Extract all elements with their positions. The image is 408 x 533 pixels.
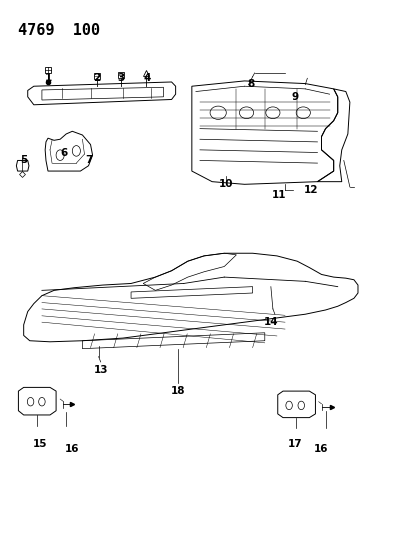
Text: 14: 14	[264, 317, 278, 327]
Text: 11: 11	[272, 190, 286, 200]
Text: 4: 4	[144, 73, 151, 83]
Text: 6: 6	[60, 148, 68, 158]
Text: 9: 9	[292, 92, 299, 102]
Text: 2: 2	[93, 73, 100, 83]
Text: 15: 15	[33, 439, 47, 449]
Text: 10: 10	[219, 179, 233, 189]
Text: 16: 16	[65, 445, 80, 455]
Text: 12: 12	[304, 184, 319, 195]
Text: 1: 1	[44, 73, 52, 83]
Text: 17: 17	[288, 439, 302, 449]
Text: 18: 18	[171, 386, 185, 396]
Text: 8: 8	[247, 78, 254, 88]
Text: 7: 7	[85, 156, 92, 165]
Text: 16: 16	[314, 445, 329, 455]
Text: 5: 5	[20, 156, 27, 165]
Text: 3: 3	[118, 73, 124, 83]
Text: 4769  100: 4769 100	[18, 22, 100, 38]
Text: 13: 13	[93, 365, 108, 375]
